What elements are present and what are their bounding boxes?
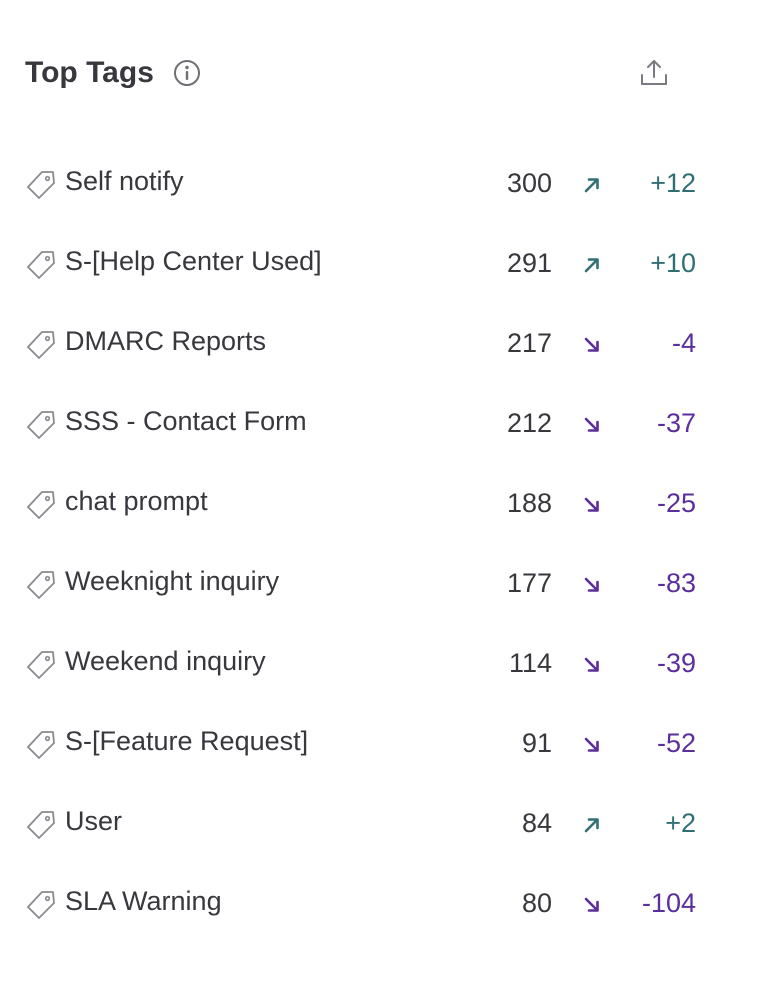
tag-name: Self notify (65, 166, 184, 196)
tag-icon (25, 889, 57, 921)
trend-down-icon (582, 895, 602, 915)
trend-down-icon (582, 655, 602, 675)
tag-name: S-[Feature Request] (65, 726, 309, 756)
tag-delta: -52 (656, 728, 696, 758)
tag-row[interactable]: SLA Warning 80 -104 (0, 864, 766, 944)
export-icon[interactable] (638, 56, 670, 88)
widget-header: Top Tags (25, 52, 202, 94)
tag-delta: -4 (671, 328, 696, 358)
tag-icon (25, 729, 57, 761)
trend-down-icon (582, 735, 602, 755)
tag-row[interactable]: DMARC Reports 217 -4 (0, 304, 766, 384)
trend-up-icon (582, 175, 602, 195)
tag-icon (25, 329, 57, 361)
tag-count: 212 (506, 408, 552, 438)
tag-delta: +10 (650, 248, 696, 278)
tag-icon (25, 809, 57, 841)
tag-row[interactable]: Weeknight inquiry 177 -83 (0, 544, 766, 624)
trend-down-icon (582, 575, 602, 595)
tag-icon (25, 569, 57, 601)
tag-count: 177 (506, 568, 552, 598)
tag-delta: +12 (650, 168, 696, 198)
widget-title: Top Tags (25, 56, 154, 89)
tag-row[interactable]: SSS - Contact Form 212 -37 (0, 384, 766, 464)
tag-name: Weekend inquiry (65, 646, 266, 676)
tag-icon (25, 249, 57, 281)
tag-icon (25, 169, 57, 201)
tag-delta: -37 (656, 408, 696, 438)
tag-icon (25, 489, 57, 521)
tag-row[interactable]: Self notify 300 +12 (0, 144, 766, 224)
tag-count: 84 (521, 808, 552, 838)
tag-name: SSS - Contact Form (65, 406, 307, 436)
tag-count: 91 (521, 728, 552, 758)
tag-icon (25, 649, 57, 681)
tag-name: chat prompt (65, 486, 208, 516)
trend-up-icon (582, 815, 602, 835)
tag-name: SLA Warning (65, 886, 222, 916)
tag-delta: -104 (641, 888, 696, 918)
tag-count: 217 (506, 328, 552, 358)
tag-row[interactable]: User 84 +2 (0, 784, 766, 864)
tag-count: 188 (506, 488, 552, 518)
tag-name: DMARC Reports (65, 326, 267, 356)
trend-down-icon (582, 335, 602, 355)
tag-delta: -83 (656, 568, 696, 598)
tag-row[interactable]: S-[Feature Request] 91 -52 (0, 704, 766, 784)
trend-down-icon (582, 495, 602, 515)
tag-name: Weeknight inquiry (65, 566, 280, 596)
tag-name: S-[Help Center Used] (65, 246, 322, 276)
tag-delta: -25 (656, 488, 696, 518)
tag-delta: -39 (656, 648, 696, 678)
tag-delta: +2 (665, 808, 696, 838)
tag-name: User (65, 806, 123, 836)
tag-count: 114 (508, 648, 552, 678)
trend-down-icon (582, 415, 602, 435)
tag-count: 300 (506, 168, 552, 198)
tag-row[interactable]: S-[Help Center Used] 291 +10 (0, 224, 766, 304)
tag-row[interactable]: chat prompt 188 -25 (0, 464, 766, 544)
tag-icon (25, 409, 57, 441)
tag-row[interactable]: Weekend inquiry 114 -39 (0, 624, 766, 704)
info-icon[interactable] (172, 58, 202, 88)
trend-up-icon (582, 255, 602, 275)
tag-count: 291 (506, 248, 552, 278)
tag-list: Self notify 300 +12 S-[Help Center Used]… (0, 144, 766, 944)
tag-count: 80 (521, 888, 552, 918)
